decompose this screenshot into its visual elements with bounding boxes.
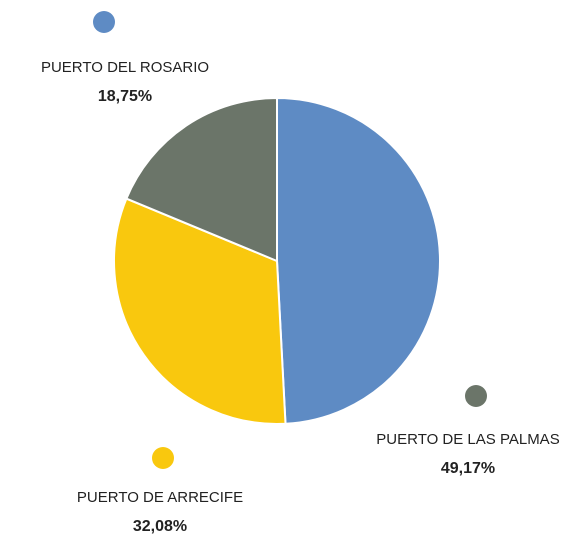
label-dot (152, 447, 174, 469)
slice-label: PUERTO DE LAS PALMAS (376, 431, 559, 448)
pie-slice (276, 96, 441, 425)
slice-label: PUERTO DEL ROSARIO (41, 59, 209, 76)
value-label: 32,08% (133, 518, 187, 535)
pie-slice (125, 96, 278, 263)
slice-label: PUERTO DE ARRECIFE (77, 489, 243, 506)
pie-slice (113, 197, 287, 425)
label-dot (465, 385, 487, 407)
label-dot (93, 11, 115, 33)
value-label: 49,17% (441, 460, 495, 477)
value-label: 18,75% (98, 88, 152, 105)
